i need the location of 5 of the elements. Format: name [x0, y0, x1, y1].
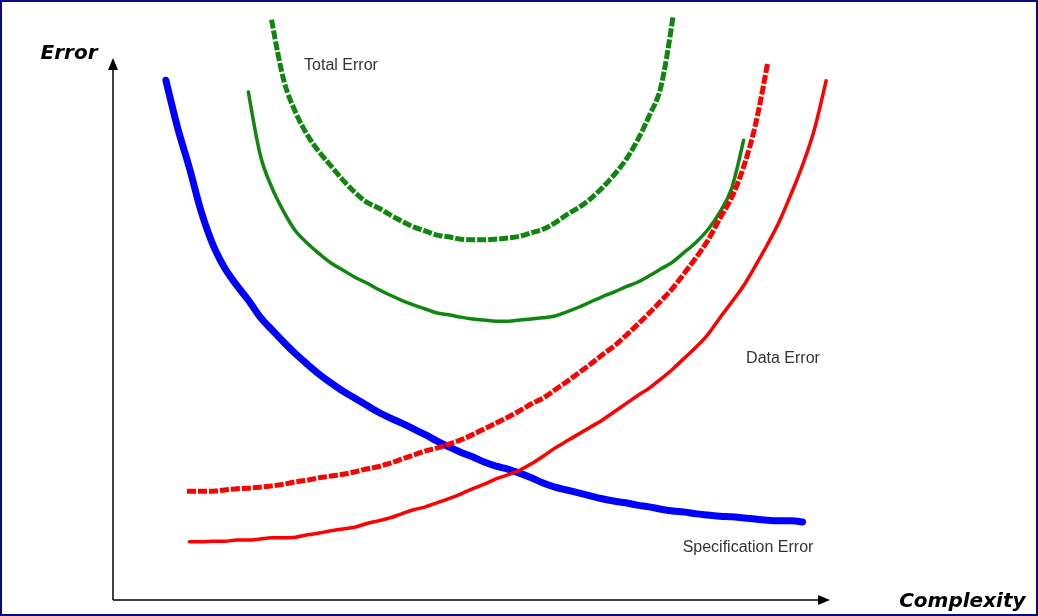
series-label: Specification Error [682, 538, 815, 555]
y-axis-title: Error [40, 39, 99, 64]
series-label: Total Error [304, 56, 379, 73]
text: Data Error [746, 349, 821, 366]
x-axis-title: Complexity [899, 587, 1027, 612]
